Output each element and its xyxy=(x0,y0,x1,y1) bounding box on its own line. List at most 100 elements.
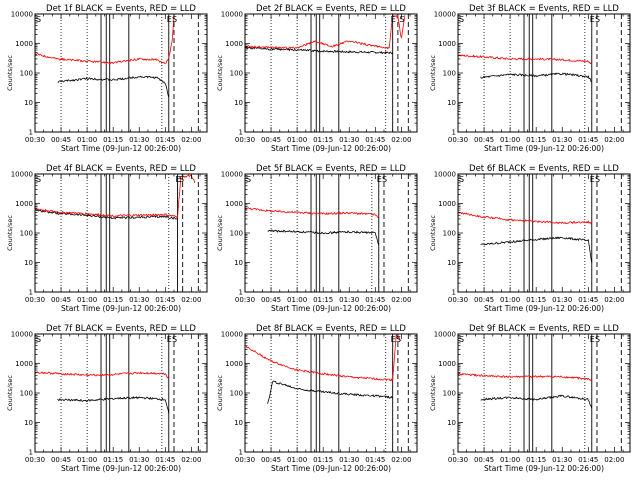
x-tick-label: 01:00 xyxy=(77,136,97,144)
series-line-events xyxy=(57,396,170,414)
segment-marker-label: S xyxy=(595,15,600,24)
x-tick-label: 00:30 xyxy=(235,296,255,304)
y-tick-label: 1 xyxy=(239,129,243,137)
x-tick-label: 01:15 xyxy=(526,136,546,144)
y-tick-label: 1 xyxy=(29,289,33,297)
plot-frame xyxy=(34,13,208,133)
x-tick-label: 00:45 xyxy=(51,136,71,144)
x-axis-label: Start Time (09-Jun-12 00:26:00) xyxy=(271,144,391,153)
x-tick-label: 00:45 xyxy=(261,136,281,144)
segment-marker-label: E xyxy=(590,335,595,344)
series-line-events xyxy=(480,394,593,409)
x-tick-label: 00:45 xyxy=(474,456,494,464)
y-tick-label: 1000 xyxy=(15,40,33,48)
x-tick-label: 01:45 xyxy=(155,456,175,464)
segment-marker-label: S xyxy=(382,175,387,184)
x-tick-label: 00:30 xyxy=(25,296,45,304)
x-tick-label: 02:00 xyxy=(181,456,201,464)
x-axis-label: Start Time (09-Jun-12 00:26:00) xyxy=(484,304,604,313)
segment-marker-label: E xyxy=(391,15,396,24)
x-tick-label: 01:30 xyxy=(339,296,359,304)
chart-title: Det 4f BLACK = Events, RED = LLD xyxy=(46,164,196,174)
x-tick-label: 01:30 xyxy=(129,296,149,304)
series-line-events xyxy=(480,236,593,263)
plot-frame xyxy=(34,333,208,453)
segment-marker-label: E xyxy=(377,175,382,184)
x-tick-label: 01:30 xyxy=(339,456,359,464)
series-line-events xyxy=(244,46,394,55)
x-tick-label: 00:30 xyxy=(235,456,255,464)
x-tick-label: 02:00 xyxy=(391,136,411,144)
y-axis-label: Counts/sec xyxy=(216,55,224,91)
y-tick-label: 1 xyxy=(452,289,456,297)
y-tick-label: 100 xyxy=(20,230,33,238)
plot-frame xyxy=(34,173,208,293)
segment-marker-label: S xyxy=(459,175,464,184)
segment-marker-label: S xyxy=(172,335,177,344)
x-tick-label: 02:00 xyxy=(604,296,624,304)
x-axis-label: Start Time (09-Jun-12 00:26:00) xyxy=(271,464,391,473)
y-tick-label: 10 xyxy=(447,99,456,107)
segment-marker-label: E xyxy=(167,15,172,24)
x-tick-label: 01:45 xyxy=(155,136,175,144)
x-tick-label: 01:00 xyxy=(287,456,307,464)
y-tick-label: 10000 xyxy=(221,11,243,19)
series-line-lld xyxy=(457,54,593,65)
y-tick-label: 1000 xyxy=(438,200,456,208)
x-tick-label: 02:00 xyxy=(391,296,411,304)
y-tick-label: 100 xyxy=(230,70,243,78)
x-tick-label: 02:00 xyxy=(604,456,624,464)
series-line-events xyxy=(267,380,393,404)
x-tick-label: 01:15 xyxy=(103,296,123,304)
chart-title: Det 9f BLACK = Events, RED = LLD xyxy=(469,324,619,334)
x-tick-label: 00:30 xyxy=(235,136,255,144)
y-tick-label: 1 xyxy=(452,449,456,457)
y-tick-label: 1000 xyxy=(438,360,456,368)
y-tick-label: 100 xyxy=(20,390,33,398)
y-tick-label: 1000 xyxy=(15,200,33,208)
y-tick-label: 1 xyxy=(239,449,243,457)
x-tick-label: 01:45 xyxy=(365,136,385,144)
x-tick-label: 01:15 xyxy=(313,296,333,304)
y-tick-label: 10 xyxy=(24,259,33,267)
segment-marker-label: S xyxy=(595,175,600,184)
y-tick-label: 1 xyxy=(239,289,243,297)
segment-marker-label: E xyxy=(391,335,396,344)
segment-marker-label: S xyxy=(399,15,404,24)
x-tick-label: 00:45 xyxy=(474,296,494,304)
x-tick-label: 00:45 xyxy=(261,296,281,304)
y-tick-label: 10 xyxy=(234,259,243,267)
y-axis-label: Counts/sec xyxy=(6,55,14,91)
y-tick-label: 1 xyxy=(452,129,456,137)
x-tick-label: 01:15 xyxy=(526,456,546,464)
segment-marker-label: E xyxy=(175,175,180,184)
x-tick-label: 01:30 xyxy=(129,456,149,464)
y-tick-label: 10 xyxy=(234,99,243,107)
series-line-lld xyxy=(34,371,170,380)
y-tick-label: 1000 xyxy=(225,360,243,368)
x-tick-label: 01:30 xyxy=(552,296,572,304)
series-line-lld xyxy=(457,372,593,382)
y-axis-label: Counts/sec xyxy=(429,375,437,411)
series-line-lld xyxy=(34,15,175,65)
x-tick-label: 00:45 xyxy=(261,456,281,464)
x-tick-label: 00:30 xyxy=(448,136,468,144)
x-tick-label: 01:15 xyxy=(313,136,333,144)
x-tick-label: 01:45 xyxy=(155,296,175,304)
x-tick-label: 01:00 xyxy=(287,296,307,304)
x-tick-label: 02:00 xyxy=(181,136,201,144)
y-axis-label: Counts/sec xyxy=(6,215,14,251)
x-tick-label: 00:45 xyxy=(51,456,71,464)
y-axis-label: Counts/sec xyxy=(216,375,224,411)
segment-marker-label: E xyxy=(590,15,595,24)
x-axis-label: Start Time (09-Jun-12 00:26:00) xyxy=(61,144,181,153)
y-tick-label: 10000 xyxy=(11,171,33,179)
chart-title: Det 7f BLACK = Events, RED = LLD xyxy=(46,324,196,334)
series-line-lld xyxy=(244,14,406,50)
